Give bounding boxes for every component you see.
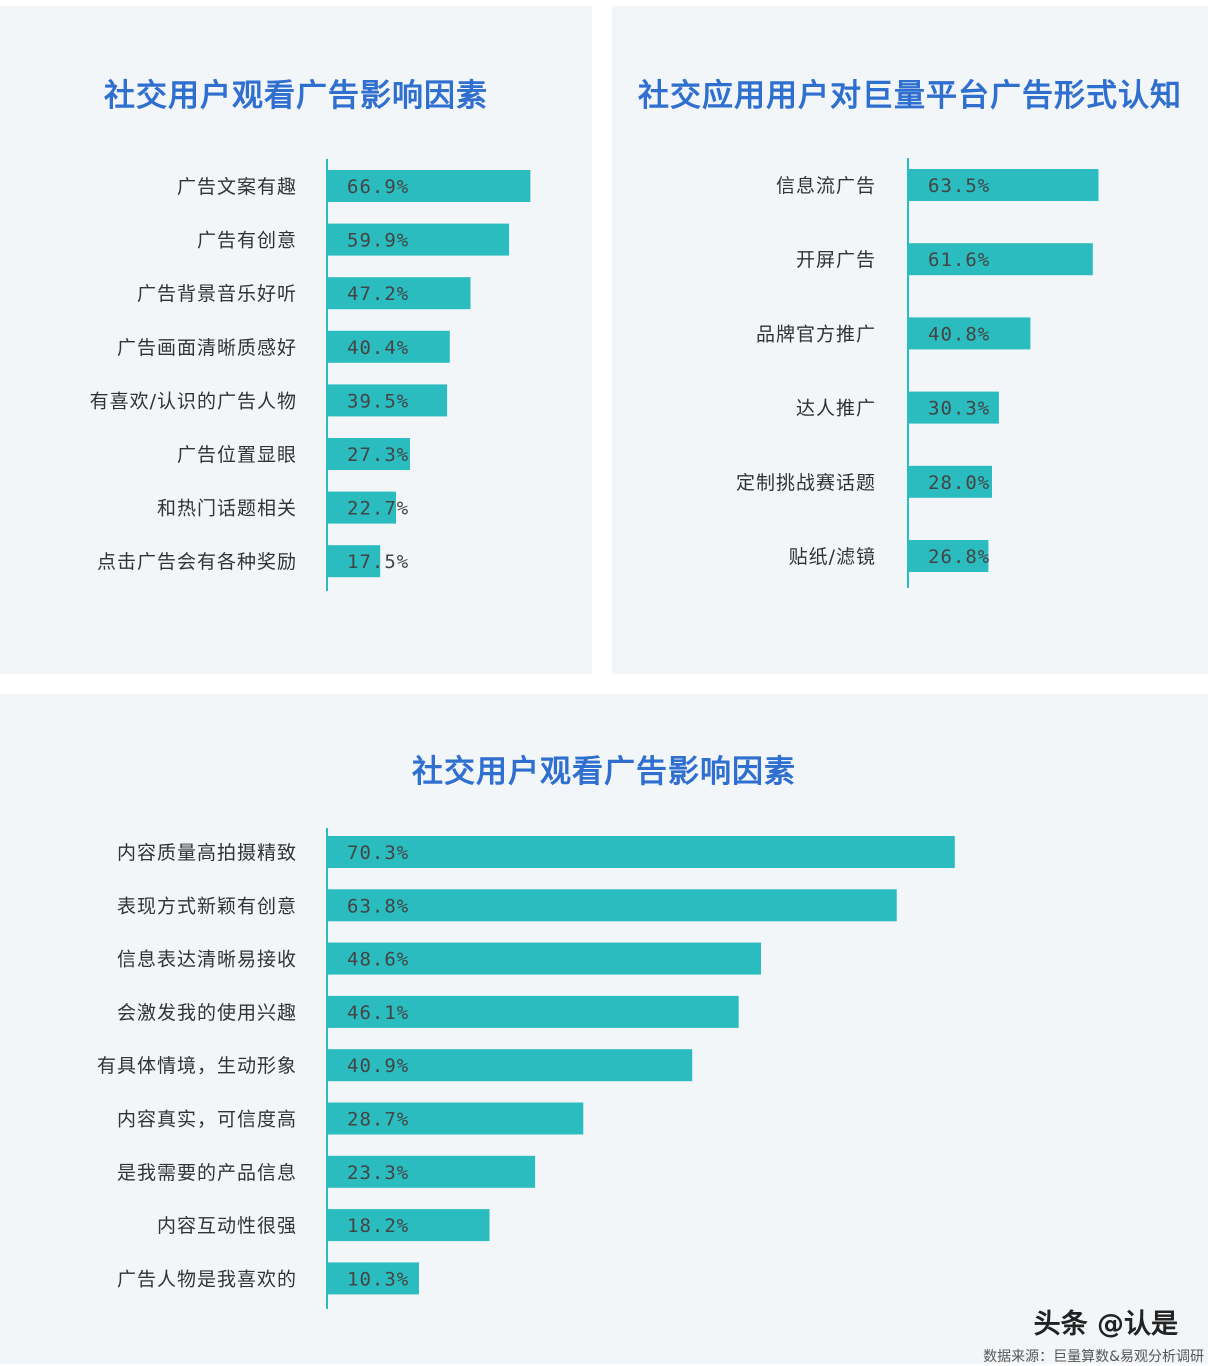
value-label: 28.7%: [347, 1109, 409, 1131]
value-label: 59.9%: [347, 230, 409, 252]
bar: [327, 223, 510, 256]
value-label: 27.3%: [347, 444, 409, 466]
chart-title: 社交用户观看广告影响因素: [104, 78, 488, 114]
value-label: 22.7%: [347, 498, 409, 520]
value-label: 23.3%: [347, 1162, 409, 1184]
bar: [327, 889, 897, 922]
category-label: 贴纸/滤镜: [789, 546, 876, 568]
bar: [327, 438, 410, 470]
bar: [327, 1262, 419, 1295]
category-label: 内容质量高拍摄精致: [117, 842, 297, 864]
value-label: 18.2%: [347, 1215, 409, 1237]
value-label: 70.3%: [347, 842, 409, 864]
bar: [908, 540, 989, 572]
category-label: 内容真实，可信度高: [117, 1109, 297, 1131]
category-label: 信息表达清晰易接收: [117, 949, 297, 971]
category-label: 信息流广告: [776, 175, 876, 197]
value-label: 47.2%: [347, 283, 409, 305]
chart-panel-content-factors: 社交用户观看广告影响因素 内容质量高拍摄精致 70.3% 表现方式新颖有创意 63.8…: [0, 694, 1208, 1364]
bar: [327, 1049, 693, 1082]
value-label: 26.8%: [928, 546, 990, 568]
value-label: 48.6%: [347, 949, 409, 971]
chart-title: 社交应用用户对巨量平台广告形式认知: [638, 78, 1182, 114]
value-label: 63.8%: [347, 895, 409, 917]
bar: [908, 465, 992, 498]
bar: [327, 545, 381, 578]
bar: [327, 1155, 536, 1188]
bar-chart-content-factors: 内容质量高拍摄精致 70.3% 表现方式新颖有创意 63.8% 信息表达清晰易接收 48.…: [97, 828, 955, 1309]
bar-chart-ad-format-awareness: 信息流广告 63.5% 开屏广告 61.6% 品牌官方推广 40.8% 达人推广 30.3% 定…: [736, 158, 1099, 588]
value-label: 63.5%: [928, 175, 990, 197]
chart-panel-ad-factors: 社交用户观看广告影响因素 广告文案有趣 66.9% 广告有创意 59.9% 广告背景音乐…: [0, 6, 592, 674]
category-label: 是我需要的产品信息: [117, 1162, 297, 1184]
bar: [327, 277, 471, 310]
category-label: 广告画面清晰质感好: [117, 337, 297, 359]
category-label: 广告位置显眼: [177, 444, 297, 466]
bar: [908, 391, 999, 424]
category-label: 点击广告会有各种奖励: [97, 551, 297, 573]
value-label: 40.8%: [928, 323, 990, 345]
bar: [327, 491, 397, 524]
watermark: 头条 @认是: [1033, 1309, 1178, 1340]
value-label: 61.6%: [928, 249, 990, 271]
category-label: 广告文案有趣: [177, 176, 297, 198]
chart-title: 社交用户观看广告影响因素: [412, 754, 796, 790]
value-label: 10.3%: [347, 1268, 409, 1290]
category-label: 广告人物是我喜欢的: [117, 1268, 297, 1290]
bar: [908, 317, 1031, 350]
value-label: 40.9%: [347, 1055, 409, 1077]
category-label: 会激发我的使用兴趣: [117, 1002, 297, 1024]
bar: [327, 330, 450, 363]
bar: [327, 1102, 584, 1135]
bar-chart-ad-factors: 广告文案有趣 66.9% 广告有创意 59.9% 广告背景音乐好听 47.2% 广告画面清晰…: [90, 159, 531, 591]
category-label: 品牌官方推广: [756, 323, 876, 345]
value-label: 30.3%: [928, 398, 990, 420]
bar: [327, 384, 448, 417]
category-label: 广告有创意: [197, 230, 297, 252]
category-label: 有喜欢/认识的广告人物: [90, 390, 297, 412]
category-label: 表现方式新颖有创意: [117, 895, 297, 917]
category-label: 内容互动性很强: [157, 1215, 297, 1237]
value-label: 66.9%: [347, 176, 409, 198]
category-label: 和热门话题相关: [157, 498, 297, 520]
category-label: 定制挑战赛话题: [736, 472, 876, 494]
category-label: 有具体情境，生动形象: [97, 1055, 297, 1077]
category-label: 达人推广: [796, 398, 876, 420]
value-label: 28.0%: [928, 472, 990, 494]
chart-panel-ad-format-awareness: 社交应用用户对巨量平台广告形式认知 信息流广告 63.5% 开屏广告 61.6% 品牌官…: [612, 6, 1208, 674]
bar: [327, 995, 739, 1028]
category-label: 开屏广告: [796, 249, 876, 271]
value-label: 46.1%: [347, 1002, 409, 1024]
category-label: 广告背景音乐好听: [137, 283, 297, 305]
value-label: 39.5%: [347, 390, 409, 412]
bar: [327, 1209, 490, 1242]
value-label: 17.5%: [347, 551, 409, 573]
bar: [908, 169, 1099, 201]
value-label: 40.4%: [347, 337, 409, 359]
bar: [327, 170, 531, 202]
bar: [327, 836, 955, 868]
bar: [327, 942, 761, 975]
data-source-note: 数据来源：巨量算数&易观分析调研: [983, 1349, 1204, 1365]
bar: [908, 243, 1093, 276]
